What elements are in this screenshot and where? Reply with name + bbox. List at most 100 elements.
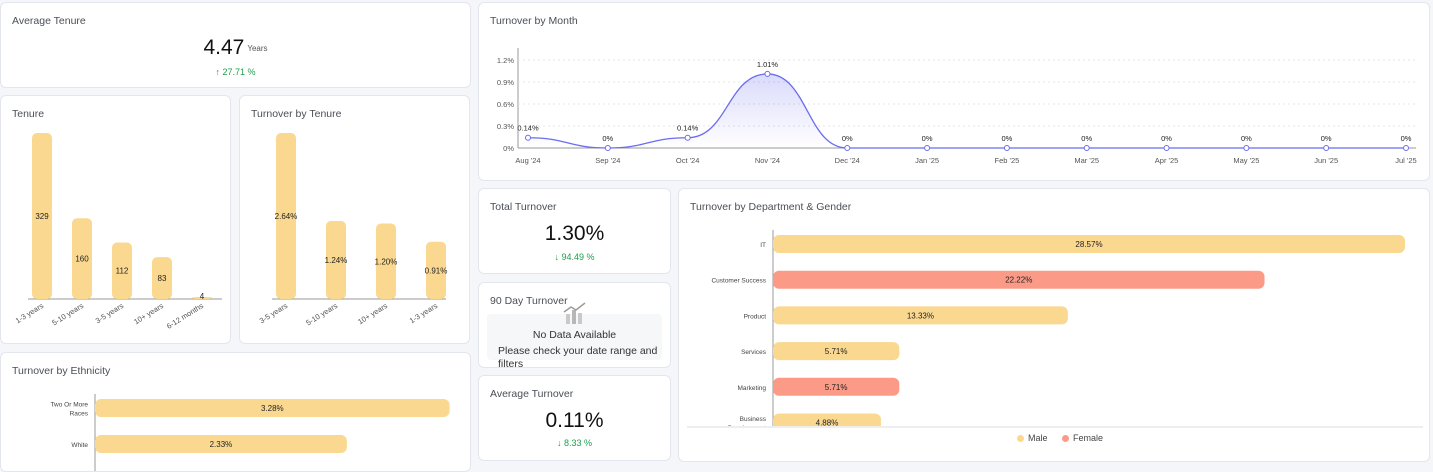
y-tick-label: 0.3%	[497, 122, 514, 131]
x-tick-label: 5-10 years	[50, 301, 85, 328]
arrow-down-icon: ↓	[554, 252, 559, 262]
y-tick-label: Services	[741, 349, 767, 356]
data-point[interactable]	[844, 145, 851, 151]
bar-value-label: 5.71%	[825, 347, 848, 356]
data-point[interactable]	[604, 145, 611, 151]
x-tick-label: 6-12 months	[165, 301, 205, 331]
y-tick-label: IT	[760, 242, 766, 249]
y-tick-label: Product	[744, 313, 767, 320]
legend-male-label[interactable]: Male	[1027, 433, 1048, 443]
x-tick-label: Jul '25	[1395, 156, 1416, 165]
y-tick-label: Two Or More	[50, 402, 88, 409]
bar[interactable]	[95, 399, 450, 417]
bar-value-label: 83	[158, 274, 167, 283]
x-tick-label: Mar '25	[1074, 156, 1099, 165]
bar-value-label: 22.22%	[1005, 276, 1032, 285]
bar[interactable]	[112, 242, 132, 299]
area-fill	[528, 73, 1406, 148]
bar[interactable]	[773, 377, 900, 396]
data-point[interactable]	[1083, 145, 1090, 151]
point-value-label: 0%	[1001, 134, 1012, 143]
x-tick-label: 1-3 years	[14, 301, 45, 325]
average-turnover-delta: ↓ 8.33 %	[556, 438, 593, 448]
y-tick-label: Business	[740, 416, 767, 423]
data-point[interactable]	[1323, 145, 1330, 151]
x-tick-label: 1-3 years	[408, 301, 439, 325]
card-title: Turnover by Department & Gender	[690, 201, 852, 213]
bar-value-label: 0.91%	[425, 266, 448, 275]
x-tick-label: Jan '25	[915, 156, 939, 165]
tenure-card: Tenure 329 1-3 years 160 5-10 years 112 3-5 y…	[0, 95, 231, 344]
bar-value-label: 1.24%	[325, 256, 348, 265]
bar[interactable]	[32, 133, 52, 299]
data-point[interactable]	[525, 134, 531, 141]
total-turnover-value: 1.30%	[544, 222, 605, 245]
total-turnover-card: Total Turnover 1.30% ↓ 94.49 %	[478, 188, 671, 274]
card-title: 90 Day Turnover	[490, 295, 568, 307]
x-tick-label: Jun '25	[1314, 156, 1338, 165]
x-tick-label: Oct '24	[676, 156, 700, 165]
average-tenure-delta: ↑ 27.71 %	[215, 67, 256, 77]
data-point[interactable]	[1003, 145, 1010, 151]
point-value-label: 0%	[922, 134, 933, 143]
x-tick-label: Feb '25	[995, 156, 1020, 165]
data-point[interactable]	[684, 134, 691, 141]
bar[interactable]	[773, 270, 1265, 289]
total-turnover-delta: ↓ 94.49 %	[554, 252, 595, 262]
turnover-by-tenure-card: Turnover by Tenure 2.64% 3-5 years 1.24% 5-…	[239, 95, 470, 344]
y-tick-label: 0%	[503, 144, 514, 153]
legend-female-label[interactable]: Female	[1073, 433, 1104, 443]
bar[interactable]	[95, 435, 347, 453]
bar[interactable]	[376, 223, 396, 299]
bar-value-label: 2.33%	[210, 440, 233, 449]
bar-value-label: 13.33%	[907, 311, 934, 320]
bar[interactable]	[426, 241, 446, 299]
point-value-label: 0%	[842, 134, 853, 143]
y-tick-label: 1.2%	[497, 56, 514, 65]
y-tick-label: Customer Success	[711, 278, 766, 285]
bar[interactable]	[326, 221, 346, 299]
bar-value-label: 5.71%	[825, 383, 848, 392]
bar[interactable]	[773, 306, 1068, 325]
data-point[interactable]	[1403, 145, 1409, 151]
chart-legend: Male Female	[679, 433, 1429, 443]
x-tick-label: 10+ years	[356, 301, 389, 326]
no-data-panel: No Data Available Please check your date…	[487, 302, 662, 367]
point-value-label: 0%	[1241, 134, 1252, 143]
bar[interactable]	[192, 296, 212, 299]
card-title: Average Tenure	[12, 15, 86, 27]
data-point[interactable]	[1243, 145, 1250, 151]
x-tick-label: Dec '24	[835, 156, 860, 165]
bar[interactable]	[152, 257, 172, 299]
bar-value-label: 3.28%	[261, 404, 284, 413]
card-title: Turnover by Tenure	[251, 108, 342, 120]
average-tenure-value-row: 4.47 Years	[1, 36, 470, 60]
average-tenure-value: 4.47	[203, 36, 245, 59]
data-point[interactable]	[924, 145, 931, 151]
bar[interactable]	[773, 235, 1405, 253]
y-tick-label: 0.9%	[497, 78, 514, 87]
x-tick-label: 3-5 years	[94, 301, 125, 325]
x-tick-label: 10+ years	[132, 301, 165, 326]
point-value-label: 0%	[602, 134, 613, 143]
data-point[interactable]	[1163, 145, 1170, 151]
turnover-by-ethnicity-card: Turnover by Ethnicity 3.28% Two Or More Ra…	[0, 352, 471, 472]
no-data-title: No Data Available	[532, 329, 617, 341]
no-data-hint: Please check your date range and filters	[498, 345, 658, 368]
point-value-label: 0.14%	[677, 124, 699, 133]
data-point[interactable]	[764, 70, 771, 77]
bar[interactable]	[773, 413, 881, 430]
x-tick-label: Nov '24	[755, 156, 780, 165]
y-tick-label: 0.6%	[497, 100, 514, 109]
turnover-by-ethnicity-chart: 3.28% Two Or More Races 2.33% White	[50, 394, 450, 471]
turnover-by-month-chart: 0%0.3%0.6%0.9%1.2%0.14%Aug '240%Sep '240…	[497, 48, 1417, 165]
point-value-label: 1.01%	[757, 60, 779, 69]
card-title: Turnover by Month	[490, 15, 578, 27]
bar[interactable]	[773, 342, 900, 361]
y-tick-label: White	[71, 442, 88, 449]
bar[interactable]	[276, 133, 296, 299]
bar[interactable]	[72, 218, 92, 299]
card-title: Tenure	[12, 108, 45, 120]
bar-value-label: 4	[200, 292, 205, 301]
y-tick-label: Races	[70, 411, 89, 418]
